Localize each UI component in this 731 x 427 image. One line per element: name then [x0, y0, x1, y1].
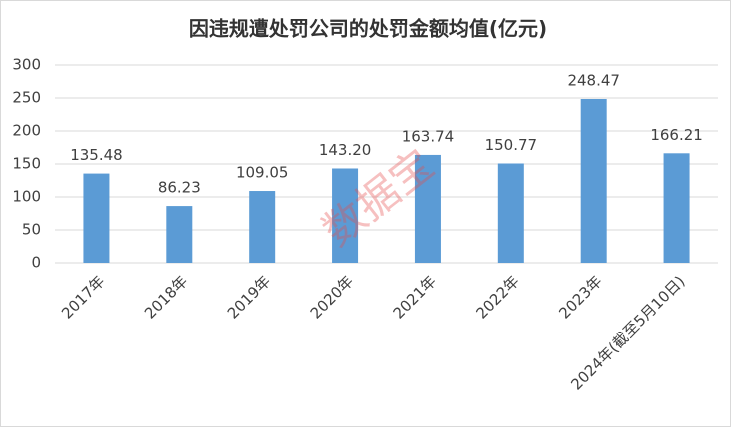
y-tick-label: 50 [22, 221, 41, 239]
bar [166, 206, 193, 263]
value-label: 166.21 [650, 126, 703, 144]
y-tick-label: 0 [31, 254, 41, 272]
chart-title: 因违规遭处罚公司的处罚金额均值(亿元) [189, 17, 547, 41]
y-tick-label: 250 [12, 89, 41, 107]
value-label: 150.77 [485, 136, 538, 154]
bar [414, 154, 441, 263]
y-tick-label: 100 [12, 188, 41, 206]
bar [83, 173, 110, 263]
y-tick-label: 300 [12, 56, 41, 74]
y-tick-label: 150 [12, 155, 41, 173]
bar [663, 153, 690, 263]
value-label: 143.20 [319, 141, 372, 159]
value-label: 109.05 [236, 164, 289, 182]
bar [497, 163, 524, 263]
value-label: 248.47 [567, 72, 620, 90]
value-label: 86.23 [158, 179, 201, 197]
value-label: 163.74 [402, 127, 455, 145]
bar [332, 168, 359, 263]
y-tick-label: 200 [12, 122, 41, 140]
bar [249, 191, 276, 263]
value-label: 135.48 [70, 146, 123, 164]
bar [580, 99, 607, 263]
